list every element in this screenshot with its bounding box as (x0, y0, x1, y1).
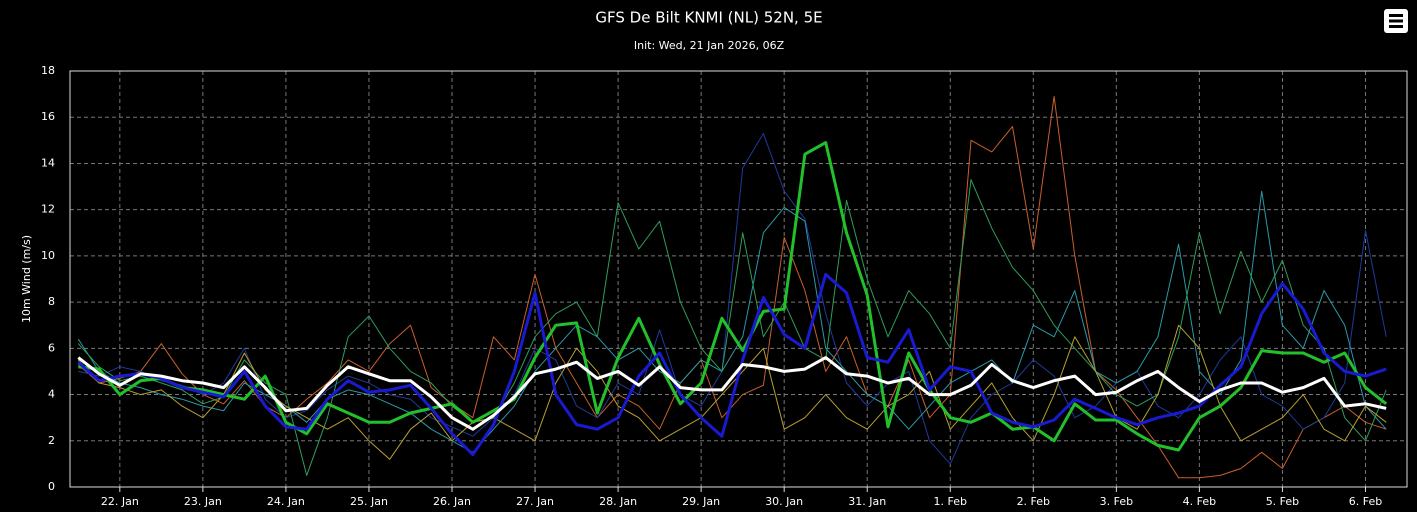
x-tick-label: 22. Jan (101, 495, 139, 508)
series-line (77, 324, 1387, 460)
series-line (77, 272, 1387, 457)
y-tick-label: 8 (48, 295, 55, 308)
menu-icon-bar (1389, 25, 1403, 28)
x-tick-label: 28. Jan (599, 495, 637, 508)
x-tick-label: 4. Feb (1183, 495, 1216, 508)
y-tick-label: 16 (41, 110, 55, 123)
plot-lines (77, 95, 1388, 479)
axis-labels: 0 2 4 6 8 10 12 14 16 18 22. Jan 23. Jan 24. Jan 25. … (41, 64, 1382, 508)
y-tick-label: 0 (48, 480, 55, 493)
x-tick-label: 31. Jan (848, 495, 886, 508)
x-tick-label: 1. Feb (934, 495, 967, 508)
x-tick-label: 5. Feb (1266, 495, 1299, 508)
x-tick-label: 24. Jan (267, 495, 305, 508)
plot-frame (69, 70, 1408, 488)
y-tick-label: 18 (41, 64, 55, 77)
x-tick-label: 6. Feb (1349, 495, 1382, 508)
menu-icon-bar (1389, 19, 1403, 23)
series-line (77, 179, 1387, 476)
x-tick-label: 30. Jan (765, 495, 803, 508)
x-tick-label: 23. Jan (184, 495, 222, 508)
chart-title: GFS De Bilt KNMI (NL) 52N, 5E (595, 9, 822, 27)
y-axis-label: 10m Wind (m/s) (20, 235, 33, 323)
y-tick-label: 6 (48, 341, 55, 354)
x-tick-label: 2. Feb (1017, 495, 1050, 508)
x-tick-label: 3. Feb (1100, 495, 1133, 508)
y-tick-label: 14 (41, 156, 55, 169)
series-line (77, 190, 1387, 453)
y-tick-label: 10 (41, 249, 55, 262)
y-tick-label: 12 (41, 203, 55, 216)
menu-button[interactable] (1384, 9, 1408, 33)
x-tick-label: 27. Jan (516, 495, 554, 508)
x-tick-label: 29. Jan (682, 495, 720, 508)
x-tick-label: 25. Jan (350, 495, 388, 508)
y-tick-label: 2 (48, 434, 55, 447)
menu-icon-bar (1389, 14, 1403, 17)
chart-subtitle: Init: Wed, 21 Jan 2026, 06Z (634, 39, 785, 52)
y-tick-label: 4 (48, 388, 55, 401)
series-line (77, 356, 1387, 431)
x-tick-label: 26. Jan (433, 495, 471, 508)
